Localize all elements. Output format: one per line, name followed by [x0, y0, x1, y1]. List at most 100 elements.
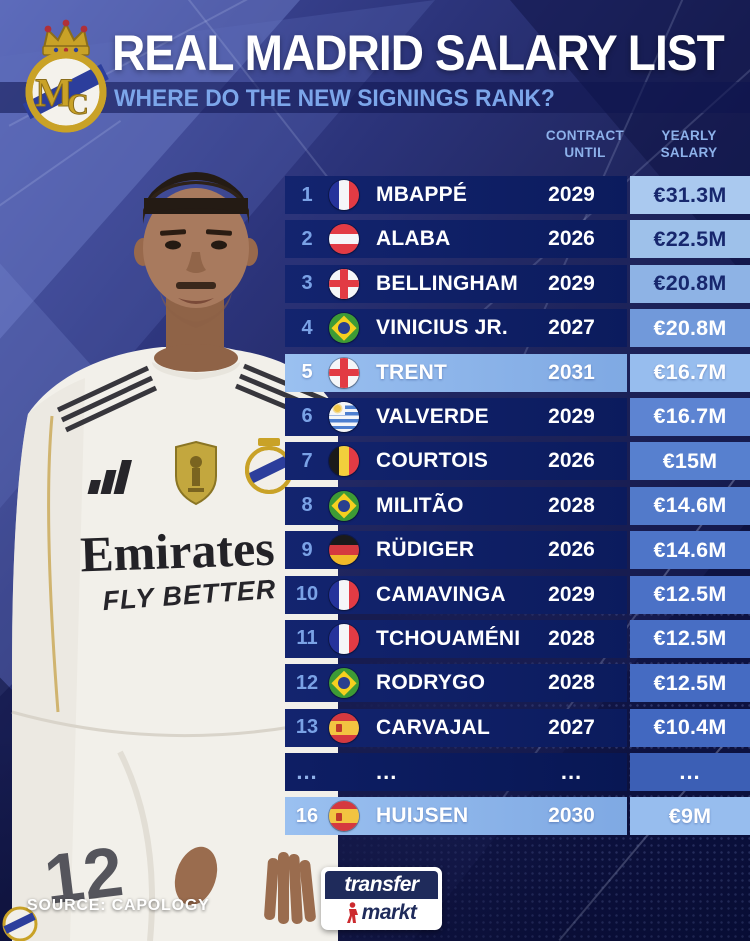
- column-header-contract-line2: UNTIL: [533, 144, 637, 161]
- contract-year: 2029: [548, 404, 595, 428]
- salary-value: €14.6M: [653, 537, 727, 562]
- column-header-salary-line2: SALARY: [640, 144, 738, 161]
- salary-value: €15M: [662, 448, 718, 473]
- player-name: CARVAJAL: [376, 715, 491, 739]
- contract-year: 2028: [548, 671, 595, 695]
- page-subtitle: WHERE DO THE NEW SIGNINGS RANK?: [114, 85, 555, 113]
- row-main: 1 MBAPPÉ 2029: [285, 176, 627, 214]
- salary-cell: €20.8M: [630, 309, 750, 348]
- table-row: 8 MILITÃO 2028 €14.6M: [285, 486, 750, 525]
- salary-value: €31.3M: [653, 182, 727, 207]
- row-main: 16 HUIJSEN 2030: [285, 797, 627, 836]
- table-row-highlighted: 16 HUIJSEN 2030 €9M: [285, 797, 750, 836]
- row-main: 8 MILITÃO 2028: [285, 486, 627, 525]
- flag-icon: [329, 224, 359, 255]
- salary-cell: €12.5M: [630, 664, 750, 703]
- salary-cell: €16.7M: [630, 397, 750, 436]
- row-main: 2 ALABA 2026: [285, 220, 627, 259]
- column-header-salary: YEARLY SALARY: [640, 127, 738, 161]
- contract-year: 2027: [548, 715, 595, 739]
- rank-label: 7: [301, 449, 313, 472]
- row-main: 10 CAMAVINGA 2029: [285, 575, 627, 614]
- rank-label: 9: [301, 538, 313, 561]
- flag-icon: [329, 712, 359, 743]
- player-name: RÜDIGER: [376, 538, 475, 562]
- salary-cell: €12.5M: [630, 619, 750, 658]
- contract-year: 2029: [548, 582, 595, 606]
- player-name: ALABA: [376, 227, 451, 251]
- salary-value: €16.7M: [653, 360, 727, 385]
- salary-value: €12.5M: [653, 582, 727, 607]
- contract-year: 2026: [548, 227, 595, 251]
- table-row: 6 VALVERDE 2029 €16.7M: [285, 397, 750, 436]
- page-title: REAL MADRID SALARY LIST: [112, 24, 725, 82]
- flag-icon: [329, 668, 359, 699]
- row-main: 9 RÜDIGER 2026: [285, 531, 627, 570]
- flag-icon: [329, 623, 359, 654]
- source-credit: SOURCE: CAPOLOGY: [27, 897, 210, 914]
- player-name: MILITÃO: [376, 493, 464, 517]
- transfermarkt-logo-top: transfer: [325, 871, 438, 899]
- row-main: 13 CARVAJAL 2027: [285, 708, 627, 747]
- player-name: CAMAVINGA: [376, 582, 506, 606]
- player-name: BELLINGHAM: [376, 271, 518, 295]
- flag-icon: [329, 579, 359, 610]
- player-name: TRENT: [376, 360, 447, 384]
- salary-cell: €16.7M: [630, 353, 750, 392]
- transfermarkt-logo-text-bottom: markt: [361, 900, 417, 924]
- contract-year: 2028: [548, 493, 595, 517]
- rank-label: 11: [296, 627, 318, 650]
- row-main: 12 RODRYGO 2028: [285, 664, 627, 703]
- salary-value: €16.7M: [653, 404, 727, 429]
- contract-year: 2030: [548, 804, 595, 828]
- contract-year: 2027: [548, 316, 595, 340]
- flag-icon: [329, 490, 359, 521]
- flag-icon: [329, 446, 359, 477]
- salary-value: €10.4M: [653, 715, 727, 740]
- player-name: VALVERDE: [376, 404, 489, 428]
- salary-value: €9M: [668, 803, 712, 828]
- contract-year: ...: [560, 759, 583, 785]
- salary-cell: €10.4M: [630, 708, 750, 747]
- contract-year: 2029: [548, 271, 595, 295]
- contract-year: 2026: [548, 449, 595, 473]
- flag-icon: [329, 313, 359, 344]
- rank-label: 13: [295, 716, 319, 739]
- runner-icon: [346, 901, 358, 923]
- svg-text:M: M: [35, 70, 73, 115]
- rank-label: 6: [301, 405, 313, 428]
- salary-value: €12.5M: [653, 670, 727, 695]
- flag-icon: [329, 401, 359, 432]
- salary-cell: €14.6M: [630, 531, 750, 570]
- rank-label: 8: [301, 494, 313, 517]
- row-main: 3 BELLINGHAM 2029: [285, 264, 627, 303]
- salary-cell: €14.6M: [630, 486, 750, 525]
- player-name: VINICIUS JR.: [376, 316, 508, 340]
- flag-icon: [329, 268, 359, 299]
- contract-year: 2026: [548, 538, 595, 562]
- svg-text:C: C: [67, 88, 89, 121]
- table-row: 1 MBAPPÉ 2029 €31.3M: [285, 176, 750, 214]
- table-row: 2 ALABA 2026 €22.5M: [285, 220, 750, 259]
- table-row: 13 CARVAJAL 2027 €10.4M: [285, 708, 750, 747]
- row-main: 11 TCHOUAMÉNI 2028: [285, 619, 627, 658]
- player-name: MBAPPÉ: [376, 183, 468, 206]
- player-photo-illustration: Emirates FLY BETTER 12: [2, 172, 339, 941]
- player-name: TCHOUAMÉNI: [376, 626, 521, 650]
- salary-cell: €15M: [630, 442, 750, 481]
- flag-icon: [329, 535, 359, 566]
- player-name: HUIJSEN: [376, 804, 469, 828]
- transfermarkt-logo-text-top: transfer: [344, 873, 419, 896]
- table-row-ellipsis: ... ... ... ...: [285, 753, 750, 792]
- column-header-salary-line1: YEARLY: [640, 127, 738, 144]
- subtitle-band: [0, 82, 750, 113]
- crown-icon: [42, 19, 90, 56]
- row-main: 4 VINICIUS JR. 2027: [285, 309, 627, 348]
- salary-value: €14.6M: [653, 493, 727, 518]
- flag-icon: [329, 801, 359, 832]
- salary-cell: €31.3M: [630, 176, 750, 214]
- salary-value: €22.5M: [653, 226, 727, 251]
- rank-label: 3: [301, 272, 313, 295]
- salary-cell: €9M: [630, 797, 750, 836]
